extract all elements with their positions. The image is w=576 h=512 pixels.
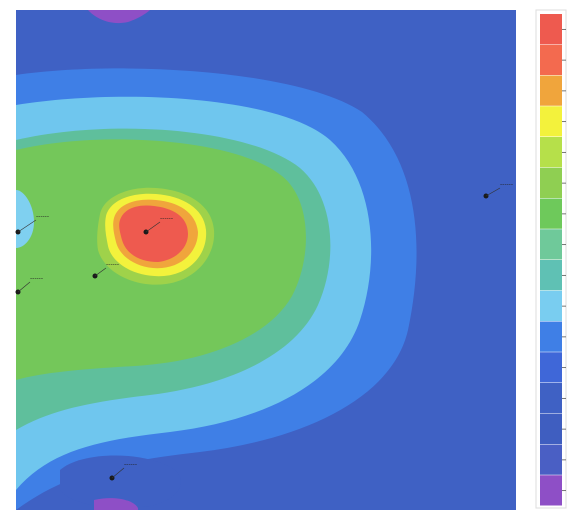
legend-swatch bbox=[540, 44, 562, 75]
map-panel bbox=[16, 10, 516, 510]
marker-near-peak-leader bbox=[94, 267, 107, 277]
zone-left-edge bbox=[16, 190, 34, 248]
marker-near-peak-label: ------ bbox=[106, 261, 119, 268]
legend-swatch bbox=[540, 444, 562, 475]
marker-right-leader bbox=[485, 187, 501, 197]
legend-swatch bbox=[540, 106, 562, 137]
marker-right-label: ------ bbox=[500, 181, 513, 188]
markers: ------ ------ ------ ------ ------ ------ bbox=[15, 181, 513, 481]
zone-purple-bottom bbox=[94, 498, 138, 510]
marker-left-upper-leader bbox=[17, 219, 37, 233]
legend-swatch bbox=[540, 198, 562, 229]
legend-swatch bbox=[540, 290, 562, 321]
legend-swatch bbox=[540, 137, 562, 168]
legend-swatch bbox=[540, 413, 562, 444]
marker-peak-leader bbox=[145, 221, 161, 233]
legend-swatch bbox=[540, 229, 562, 260]
legend-swatch bbox=[540, 475, 562, 506]
marker-peak-label: ------ bbox=[160, 215, 173, 222]
marker-left-lower-leader bbox=[17, 281, 31, 293]
legend-swatch bbox=[540, 75, 562, 106]
zone-purple-top bbox=[88, 10, 150, 24]
color-legend bbox=[535, 9, 567, 509]
marker-bottom-label: ------ bbox=[124, 461, 137, 468]
legend-swatch bbox=[540, 167, 562, 198]
zone-bottom-deep bbox=[60, 455, 181, 509]
marker-bottom-leader bbox=[111, 467, 125, 479]
marker-left-lower-label: ------ bbox=[30, 275, 43, 282]
legend-swatch bbox=[540, 260, 562, 291]
legend-swatch bbox=[540, 352, 562, 383]
legend-swatch bbox=[540, 383, 562, 414]
zone-red bbox=[119, 205, 188, 262]
legend-swatch bbox=[540, 321, 562, 352]
marker-left-upper-label: ------ bbox=[36, 213, 49, 220]
legend-swatch bbox=[540, 14, 562, 45]
